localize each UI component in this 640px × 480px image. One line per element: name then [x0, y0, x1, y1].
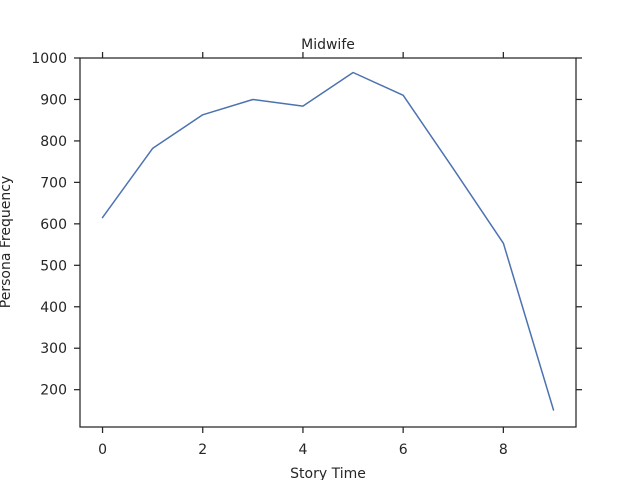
- series-layer: [101, 71, 555, 411]
- x-tick-label: 8: [499, 442, 508, 458]
- y-tick-label: 400: [40, 300, 67, 316]
- series-line: [101, 71, 555, 411]
- x-tick-label: 6: [399, 442, 408, 458]
- y-tick-label: 900: [40, 92, 67, 108]
- y-tick-label: 600: [40, 217, 67, 233]
- y-tick-label: 300: [40, 341, 67, 357]
- y-tick-label: 500: [40, 258, 67, 274]
- ticks-layer: 0 2 4 6 8 200 300 400 500 600 700 800 900 1000: [31, 51, 582, 458]
- x-tick-label: 4: [298, 442, 307, 458]
- chart-title: Midwife: [301, 37, 355, 53]
- y-axis-label: Persona Frequency: [0, 176, 14, 308]
- y-tick-label: 200: [40, 383, 67, 399]
- x-tick-label: 0: [98, 442, 107, 458]
- y-tick-label: 800: [40, 134, 67, 150]
- plot-frame: [79, 57, 577, 428]
- y-tick-label: 1000: [31, 51, 67, 67]
- x-tick-label: 2: [198, 442, 207, 458]
- y-tick-label: 700: [40, 175, 67, 191]
- x-axis-label: Story Time: [290, 466, 366, 480]
